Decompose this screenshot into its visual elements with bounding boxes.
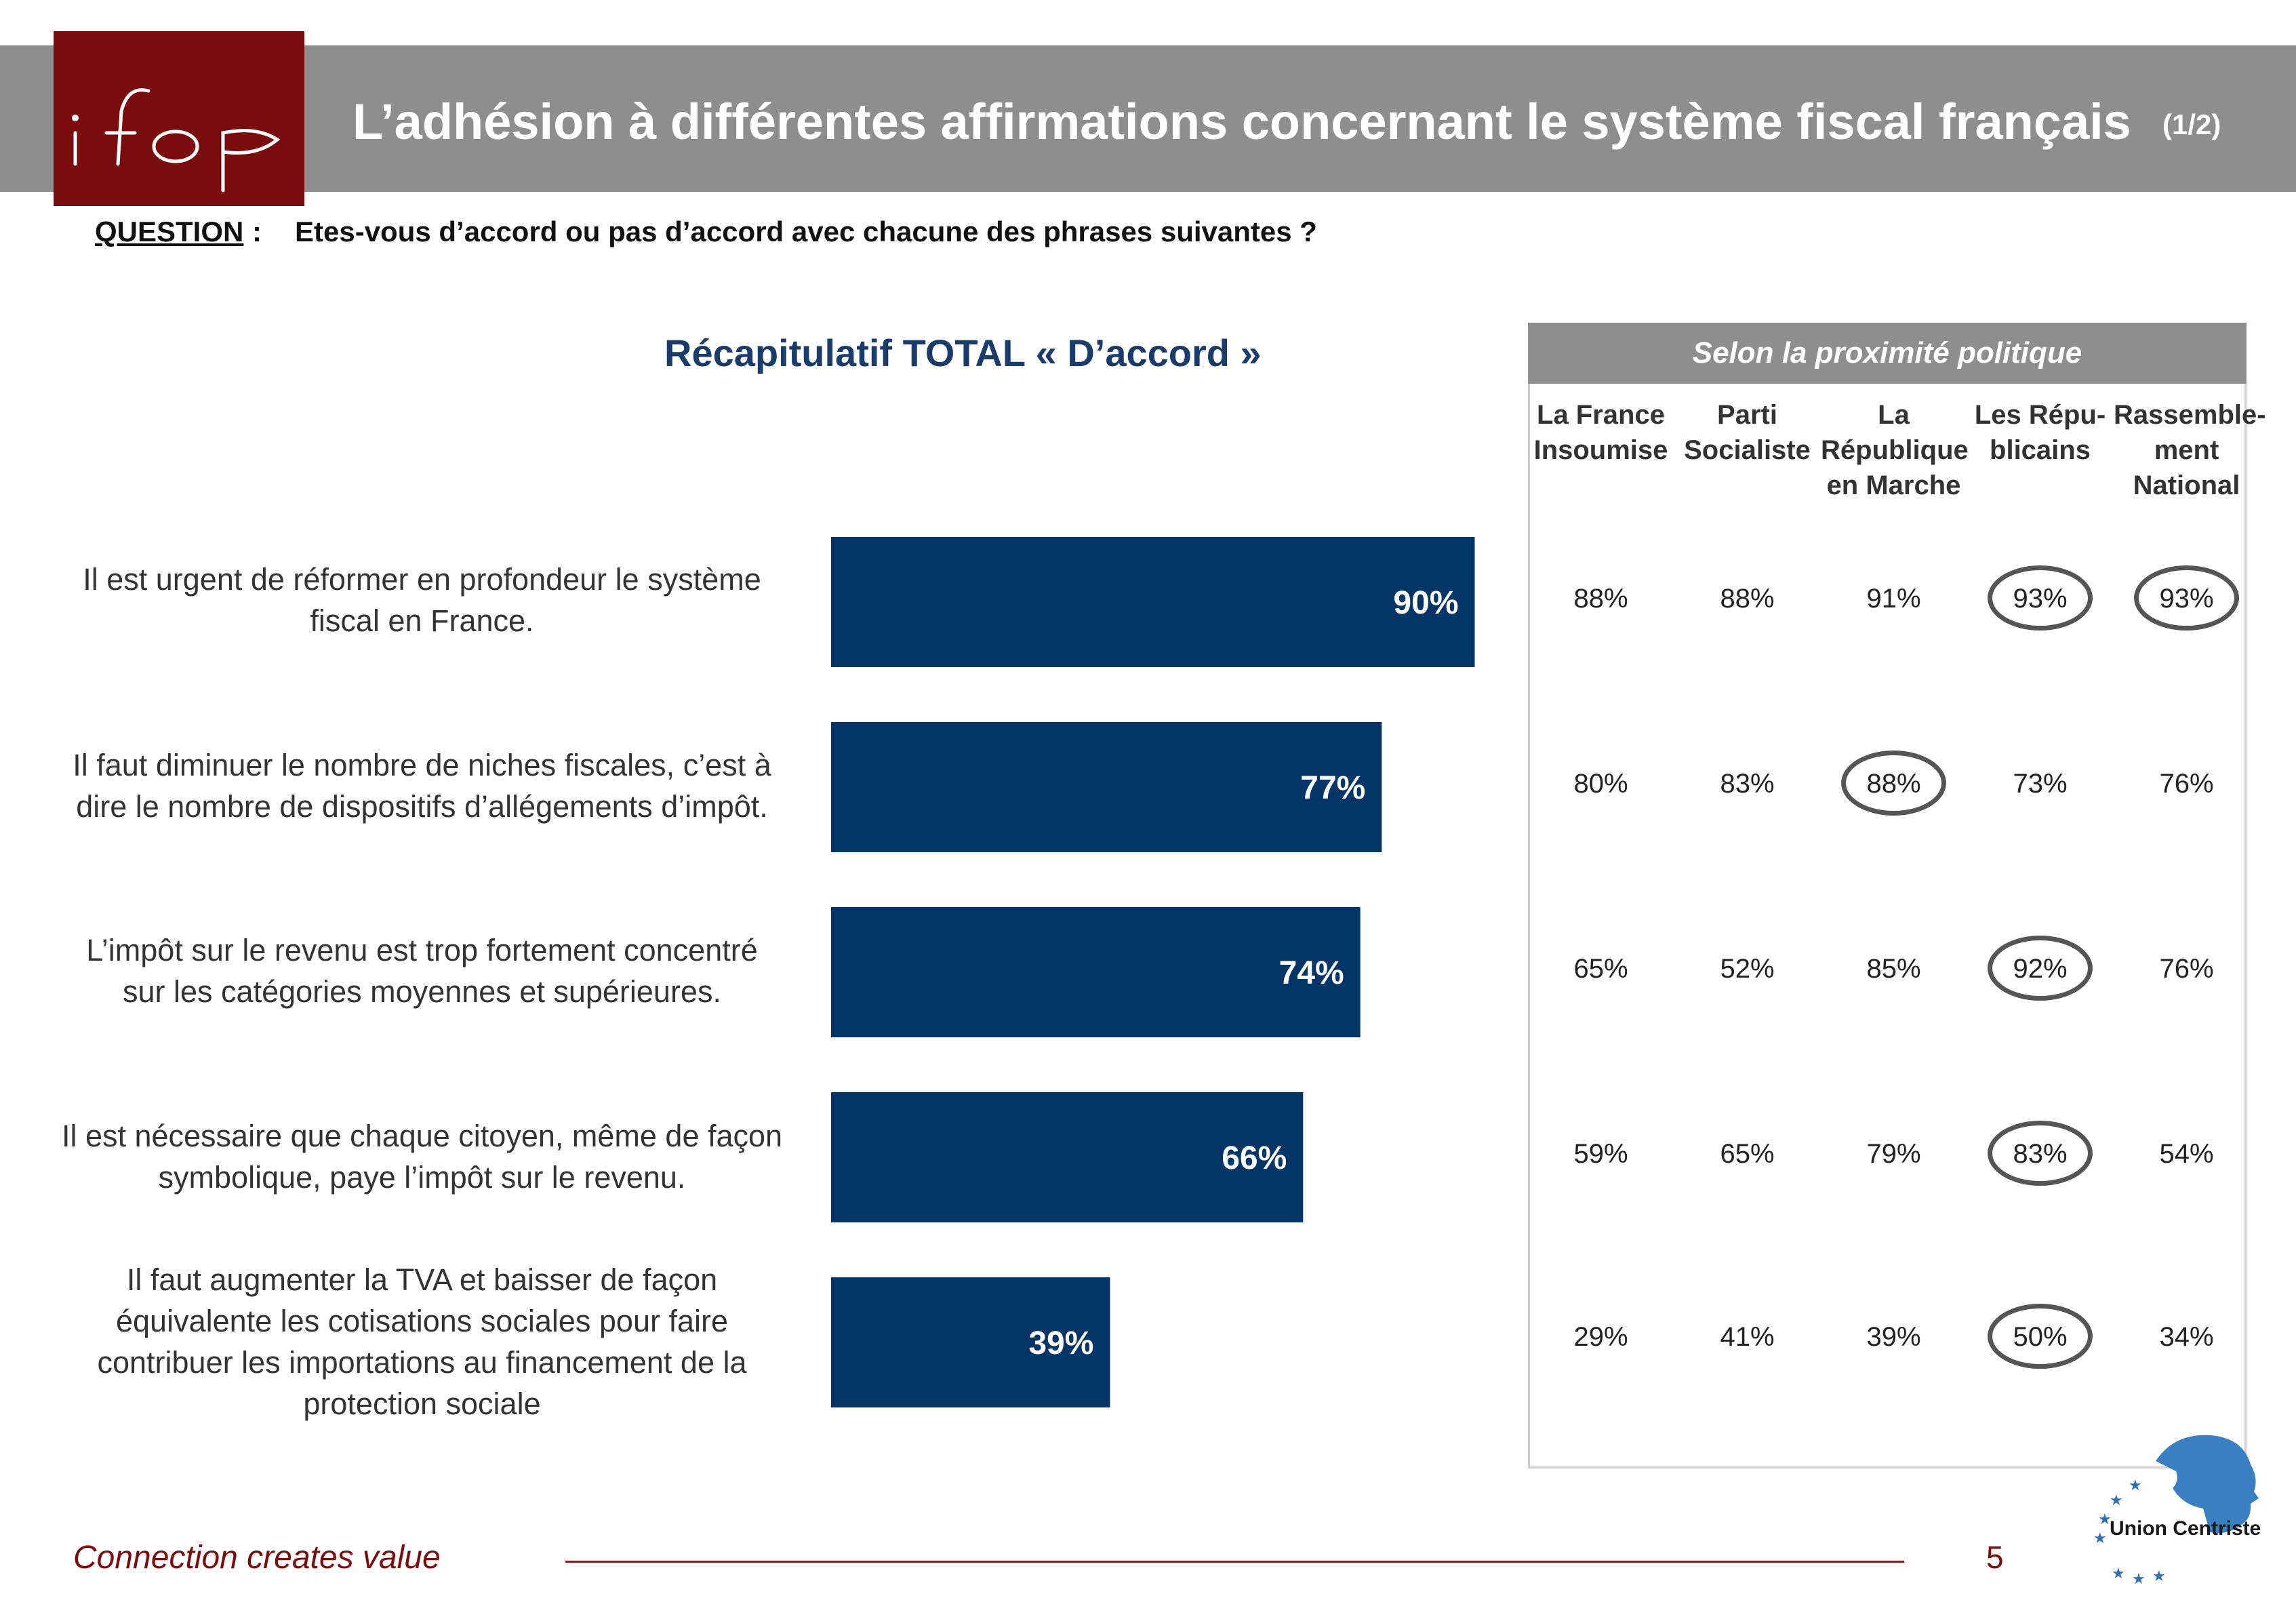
page-title: L’adhésion à différentes affirmations co… <box>353 94 2131 150</box>
col-header-ps: Parti Socialiste <box>1674 397 1820 468</box>
svg-text:★: ★ <box>2129 1477 2142 1494</box>
bar-value-label-3: 74% <box>1279 955 1344 991</box>
row-label-line: équivalente les cotisations sociales pou… <box>115 1304 728 1338</box>
svg-text:★: ★ <box>2132 1570 2146 1586</box>
col-header-line: en Marche <box>1826 471 1961 500</box>
row-label-line: L’impôt sur le revenu est trop fortement… <box>86 933 758 967</box>
page-count: (1/2) <box>2162 108 2221 140</box>
bar-4 <box>831 1092 1304 1222</box>
svg-text:★: ★ <box>2093 1529 2107 1546</box>
col-header-lfi: La France Insoumise <box>1528 397 1674 468</box>
col-header-line: National <box>2133 471 2240 500</box>
col-header-line: blicains <box>1990 435 2091 465</box>
table-cell: 52% <box>1720 954 1775 984</box>
col-header-line: Socialiste <box>1684 435 1811 465</box>
bar-value-label-2: 77% <box>1300 770 1365 806</box>
row-label-2: Il faut diminuer le nombre de niches fis… <box>54 744 790 827</box>
question-text: Etes-vous d’accord ou pas d’accord avec … <box>295 216 1317 247</box>
col-header-line: La <box>1878 400 1910 430</box>
col-header-line: République <box>1821 435 1969 465</box>
col-header-line: Parti <box>1717 400 1777 430</box>
row-label-line: symbolique, paye l’impôt sur le revenu. <box>158 1160 686 1195</box>
svg-text:★: ★ <box>2098 1511 2112 1527</box>
bar-value-label-4: 66% <box>1222 1140 1287 1176</box>
political-table-title: Selon la proximité politique <box>1528 323 2247 384</box>
union-centriste-label: Union Centriste <box>2110 1517 2261 1540</box>
table-cell: 83% <box>1720 769 1775 799</box>
table-cell-highlighted: 93% <box>2114 565 2259 631</box>
col-header-line: Rassemble- <box>2114 400 2266 430</box>
table-cell-highlighted: 50% <box>1967 1304 2113 1369</box>
table-cell: 85% <box>1866 954 1921 984</box>
row-label-line: contribuer les importations au financeme… <box>97 1345 747 1380</box>
bar-value-label-5: 39% <box>1028 1325 1093 1361</box>
table-cell: 88% <box>1573 584 1628 614</box>
col-header-lrem: La République en Marche <box>1821 397 1969 503</box>
eu-stars-icon: ★ ★ ★ ★ ★ ★ ★ <box>2093 1477 2166 1586</box>
table-cell: 65% <box>1573 954 1628 984</box>
svg-text:★: ★ <box>2112 1565 2125 1582</box>
table-cell: 88% <box>1720 584 1775 614</box>
bar-5 <box>831 1277 1110 1407</box>
row-label-3: L’impôt sur le revenu est trop fortement… <box>54 929 790 1012</box>
svg-text:★: ★ <box>2110 1492 2123 1508</box>
table-cell: 80% <box>1573 769 1628 799</box>
header-band <box>0 45 2296 192</box>
political-table <box>1528 323 2247 1468</box>
table-cell: 59% <box>1573 1139 1628 1169</box>
table-cell-highlighted: 83% <box>1967 1121 2113 1186</box>
col-header-line: Les Répu- <box>1974 400 2106 430</box>
row-label-line: fiscal en France. <box>310 603 534 638</box>
row-label-4: Il est nécessaire que chaque citoyen, mê… <box>54 1115 790 1198</box>
row-label-5: Il faut augmenter la TVA et baisser de f… <box>54 1259 790 1424</box>
table-cell: 34% <box>2159 1322 2214 1352</box>
table-cell-highlighted: 88% <box>1821 751 1967 816</box>
row-label-line: Il faut augmenter la TVA et baisser de f… <box>126 1262 718 1297</box>
question-label: QUESTION <box>95 216 244 247</box>
table-cell: 65% <box>1720 1139 1775 1169</box>
table-cell: 54% <box>2159 1139 2214 1169</box>
row-label-line: Il est urgent de réformer en profondeur … <box>83 562 761 597</box>
row-label-1: Il est urgent de réformer en profondeur … <box>54 559 790 641</box>
page-number: 5 <box>1986 1540 2004 1575</box>
footer-tagline: Connection creates value <box>73 1540 441 1576</box>
table-cell: 39% <box>1866 1322 1921 1352</box>
col-header-line: Insoumise <box>1533 435 1668 465</box>
table-cell: 76% <box>2159 954 2214 984</box>
ifop-logo-mark <box>72 88 281 193</box>
row-label-line: dire le nombre de dispositifs d’allégeme… <box>76 789 768 824</box>
union-centriste-logo: ★ ★ ★ ★ ★ ★ ★ <box>2093 1435 2259 1586</box>
col-header-lr: Les Répu- blicains <box>1967 397 2113 468</box>
bar-1 <box>831 537 1475 667</box>
bar-3 <box>831 907 1361 1037</box>
table-cell: 29% <box>1573 1322 1628 1352</box>
row-label-line: Il est nécessaire que chaque citoyen, mê… <box>61 1119 783 1153</box>
marianne-profile-icon <box>2156 1435 2259 1534</box>
table-cell-highlighted: 93% <box>1967 565 2113 631</box>
table-cell-highlighted: 92% <box>1967 936 2113 1001</box>
svg-text:★: ★ <box>2152 1567 2166 1584</box>
row-label-line: protection sociale <box>303 1386 541 1421</box>
row-label-line: Il faut diminuer le nombre de niches fis… <box>73 748 771 782</box>
table-cell: 73% <box>2013 769 2068 799</box>
col-header-rn: Rassemble- ment National <box>2114 397 2266 503</box>
table-cell: 79% <box>1866 1139 1921 1169</box>
footer-divider <box>565 1561 1904 1563</box>
question-colon: : <box>252 216 262 247</box>
col-header-line: ment <box>2154 435 2219 465</box>
bar-value-label-1: 90% <box>1393 585 1458 621</box>
table-cell: 91% <box>1866 584 1921 614</box>
row-label-line: sur les catégories moyennes et supérieur… <box>123 974 721 1009</box>
table-cell: 76% <box>2159 769 2214 799</box>
ifop-logo <box>54 31 304 206</box>
col-header-line: La France <box>1537 400 1665 430</box>
bar-2 <box>831 722 1382 852</box>
table-cell: 41% <box>1720 1322 1775 1352</box>
chart-title: Récapitulatif TOTAL « D’accord » <box>664 332 1262 374</box>
